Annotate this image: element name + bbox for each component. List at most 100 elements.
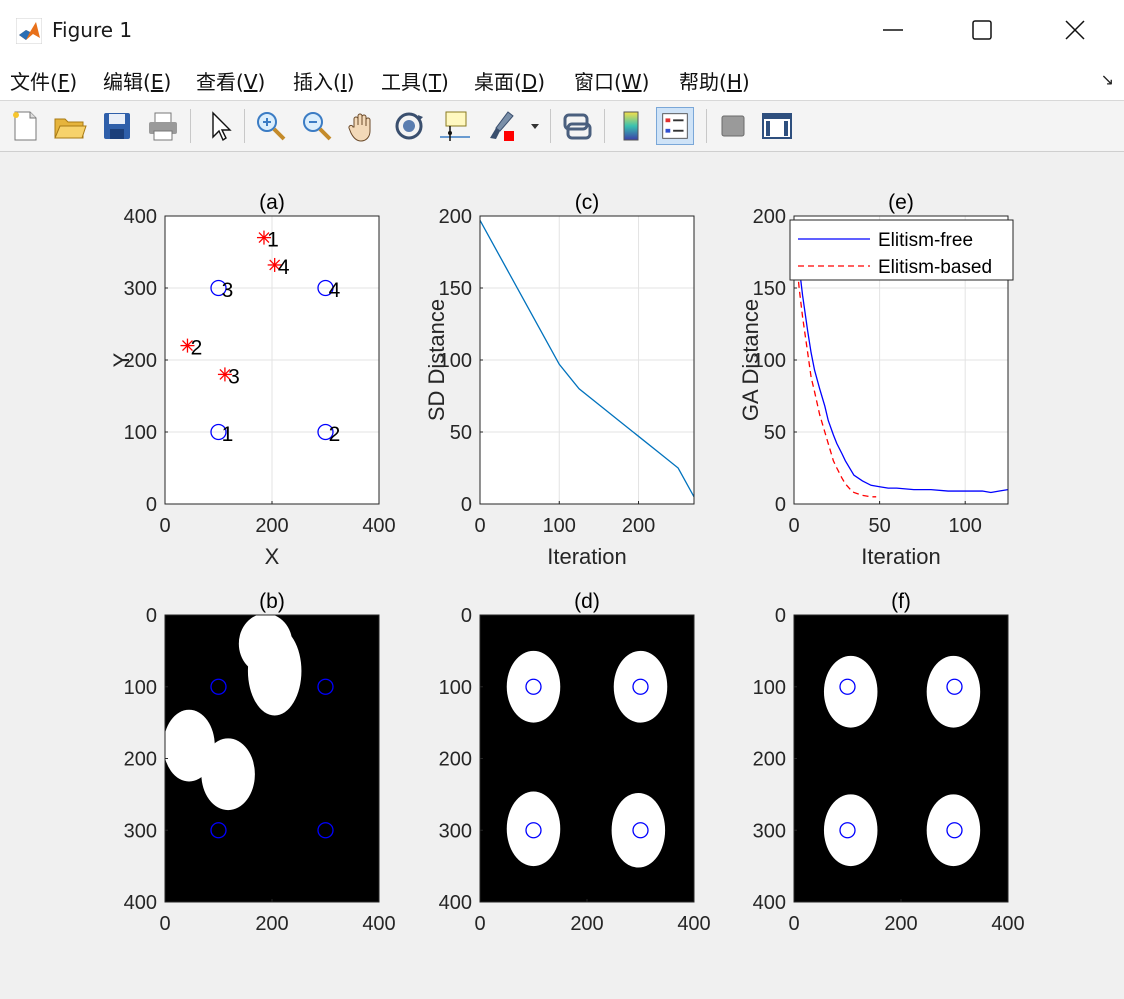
- menu-help[interactable]: 帮助(H): [679, 70, 750, 94]
- point-label: 3: [222, 279, 234, 302]
- brush-icon[interactable]: [482, 107, 520, 145]
- robot-point: [256, 230, 271, 245]
- close-button[interactable]: [1045, 10, 1105, 50]
- coverage-blob: [613, 650, 668, 723]
- legend-label: Elitism-based: [878, 257, 992, 278]
- robot-point: [217, 367, 232, 382]
- asterisk-stroke: [182, 340, 193, 352]
- y-tick-label: 400: [753, 892, 786, 914]
- y-tick-label: 0: [146, 605, 157, 627]
- target-marker: [632, 678, 649, 695]
- x-tick-label: 200: [570, 913, 603, 935]
- y-tick-label: 200: [439, 206, 472, 228]
- toolbar: [0, 101, 1124, 152]
- point-label: 2: [191, 337, 203, 360]
- zoom-in-icon[interactable]: [252, 107, 290, 145]
- link-plot-icon[interactable]: [558, 107, 596, 145]
- x-tick-label: 400: [362, 913, 395, 935]
- plot-background: [480, 615, 694, 902]
- point-label: 4: [278, 256, 290, 279]
- y-tick-label: 0: [461, 605, 472, 627]
- menu-window[interactable]: 窗口(W): [574, 70, 650, 94]
- y-axis-label: Y: [109, 352, 134, 367]
- menu-edit[interactable]: 编辑(E): [103, 70, 172, 94]
- x-tick-label: 0: [788, 913, 799, 935]
- chart-a: 1 2 3 4 1 2 3 4 0 200 400 0 100 200 300 400 (a) X Y: [109, 191, 396, 569]
- minimize-button[interactable]: [863, 10, 923, 50]
- chevron-down-icon[interactable]: [525, 107, 545, 145]
- coverage-blob: [926, 655, 981, 728]
- asterisk-stroke: [219, 368, 231, 380]
- matlab-logo-icon: [16, 18, 42, 44]
- x-tick-label: 400: [677, 913, 710, 935]
- save-icon[interactable]: [98, 107, 136, 145]
- y-tick-label: 0: [146, 494, 157, 516]
- menu-bar: 文件(F) 编辑(E) 查看(V) 插入(I) 工具(T) 桌面(D) 窗口(W…: [0, 58, 1124, 101]
- y-tick-label: 150: [439, 278, 472, 300]
- y-tick-label: 200: [753, 749, 786, 771]
- zoom-out-icon[interactable]: [298, 107, 336, 145]
- y-tick-label: 100: [753, 677, 786, 699]
- y-tick-label: 50: [450, 422, 472, 444]
- menu-view[interactable]: 查看(V): [196, 70, 266, 94]
- x-tick-label: 100: [543, 515, 576, 537]
- asterisk-stroke: [258, 232, 270, 244]
- coverage-blob: [165, 709, 215, 782]
- plot-content: [165, 615, 334, 839]
- coverage-blob: [926, 794, 981, 867]
- y-tick-label: 200: [124, 350, 157, 372]
- toolbar-separator: [550, 109, 551, 143]
- target-marker: [525, 822, 542, 839]
- select-arrow-icon[interactable]: [201, 107, 239, 145]
- coverage-blob: [506, 791, 561, 867]
- y-tick-label: 400: [124, 892, 157, 914]
- new-figure-icon[interactable]: [6, 107, 44, 145]
- data-cursor-icon[interactable]: [436, 107, 474, 145]
- menu-file[interactable]: 文件(F): [10, 70, 78, 94]
- legend-icon[interactable]: [656, 107, 694, 145]
- chart-e: 0 50 100 0 50 100 150 200 (e) Iteration GA Distanc…: [738, 191, 1014, 569]
- toolbar-separator: [190, 109, 191, 143]
- chart-title: (b): [259, 590, 285, 613]
- maximize-button[interactable]: [952, 10, 1012, 50]
- chart-c: 0 100 200 0 50 100 150 200 (c) Iteration SD Distan…: [424, 191, 695, 569]
- plot-content: [506, 650, 668, 868]
- legend: Elitism-free Elitism-based: [789, 219, 1014, 281]
- legend-label: Elitism-free: [878, 230, 973, 251]
- hide-plot-tools-icon[interactable]: [714, 107, 752, 145]
- open-file-icon[interactable]: [51, 107, 89, 145]
- pan-hand-icon[interactable]: [344, 107, 382, 145]
- series-line: [795, 251, 877, 498]
- menu-insert[interactable]: 插入(I): [293, 70, 355, 94]
- x-tick-label: 50: [868, 515, 890, 537]
- colorbar-icon[interactable]: [612, 107, 650, 145]
- target-marker: [210, 822, 227, 839]
- y-tick-label: 100: [439, 677, 472, 699]
- toolbar-separator: [706, 109, 707, 143]
- print-icon[interactable]: [144, 107, 182, 145]
- target-marker: [632, 822, 649, 839]
- show-plot-tools-icon[interactable]: [758, 107, 796, 145]
- x-tick-label: 0: [474, 515, 485, 537]
- plot-background: [794, 615, 1008, 902]
- y-tick-label: 400: [124, 206, 157, 228]
- menu-desktop[interactable]: 桌面(D): [474, 70, 546, 94]
- coverage-blob: [247, 626, 302, 716]
- chart-title: (e): [888, 191, 914, 214]
- x-tick-label: 200: [255, 913, 288, 935]
- target-point: [317, 279, 334, 297]
- series-line: [480, 220, 694, 498]
- y-axis-label: GA Distance: [738, 299, 763, 421]
- x-tick-label: 100: [949, 515, 982, 537]
- x-tick-label: 0: [159, 913, 170, 935]
- y-tick-label: 150: [753, 278, 786, 300]
- x-tick-label: 0: [788, 515, 799, 537]
- x-tick-label: 200: [622, 515, 655, 537]
- x-tick-label: 400: [362, 515, 395, 537]
- rotate-3d-icon[interactable]: [390, 107, 428, 145]
- asterisk-stroke: [269, 259, 281, 271]
- y-tick-label: 300: [124, 820, 157, 842]
- menu-tools[interactable]: 工具(T): [381, 70, 449, 94]
- dock-arrow-icon[interactable]: ↘: [1100, 70, 1114, 89]
